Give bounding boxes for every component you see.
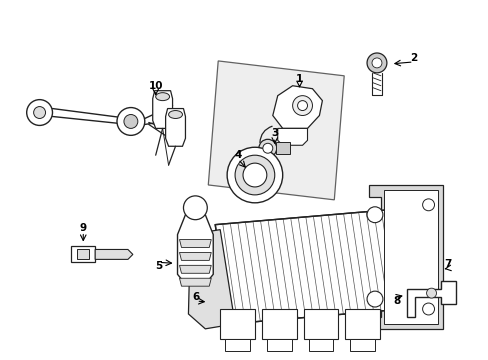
Circle shape <box>422 303 434 315</box>
Circle shape <box>183 196 207 220</box>
Circle shape <box>371 58 381 68</box>
Ellipse shape <box>168 111 182 118</box>
Bar <box>262 309 296 339</box>
Text: 9: 9 <box>80 222 87 233</box>
Text: 5: 5 <box>155 261 162 271</box>
Circle shape <box>243 163 266 187</box>
Circle shape <box>27 100 52 125</box>
Circle shape <box>263 143 272 153</box>
Circle shape <box>366 291 382 307</box>
Polygon shape <box>272 86 322 129</box>
Circle shape <box>34 107 45 118</box>
Circle shape <box>366 53 386 73</box>
Circle shape <box>258 139 276 157</box>
Text: 10: 10 <box>148 81 163 91</box>
Circle shape <box>235 155 274 195</box>
Polygon shape <box>208 61 344 200</box>
Bar <box>220 309 254 339</box>
Polygon shape <box>177 215 213 284</box>
Bar <box>303 309 338 339</box>
Polygon shape <box>95 249 133 260</box>
Polygon shape <box>308 339 333 351</box>
Text: 6: 6 <box>192 292 200 302</box>
Polygon shape <box>179 239 211 247</box>
Bar <box>275 142 289 154</box>
Bar <box>71 247 95 262</box>
Polygon shape <box>224 339 249 351</box>
Text: 2: 2 <box>409 53 416 63</box>
Polygon shape <box>368 185 443 329</box>
Polygon shape <box>277 129 307 145</box>
Polygon shape <box>165 109 185 146</box>
Circle shape <box>426 288 436 298</box>
Circle shape <box>123 114 138 129</box>
Polygon shape <box>179 278 211 286</box>
Text: 7: 7 <box>444 259 451 269</box>
Bar <box>345 309 379 339</box>
Circle shape <box>366 207 382 223</box>
Circle shape <box>117 108 144 135</box>
Polygon shape <box>152 91 172 129</box>
Ellipse shape <box>155 93 169 100</box>
Polygon shape <box>406 281 455 317</box>
Bar <box>77 249 89 260</box>
Polygon shape <box>266 339 291 351</box>
Text: 4: 4 <box>234 150 241 160</box>
Circle shape <box>226 147 282 203</box>
Polygon shape <box>188 230 235 329</box>
Circle shape <box>297 100 307 111</box>
Polygon shape <box>383 190 438 324</box>
Circle shape <box>292 96 312 116</box>
Polygon shape <box>215 210 403 324</box>
Polygon shape <box>179 252 211 260</box>
Polygon shape <box>179 265 211 273</box>
Text: 8: 8 <box>392 296 400 306</box>
Text: 1: 1 <box>295 74 303 84</box>
Circle shape <box>422 199 434 211</box>
Polygon shape <box>349 339 374 351</box>
Text: 3: 3 <box>270 129 278 138</box>
